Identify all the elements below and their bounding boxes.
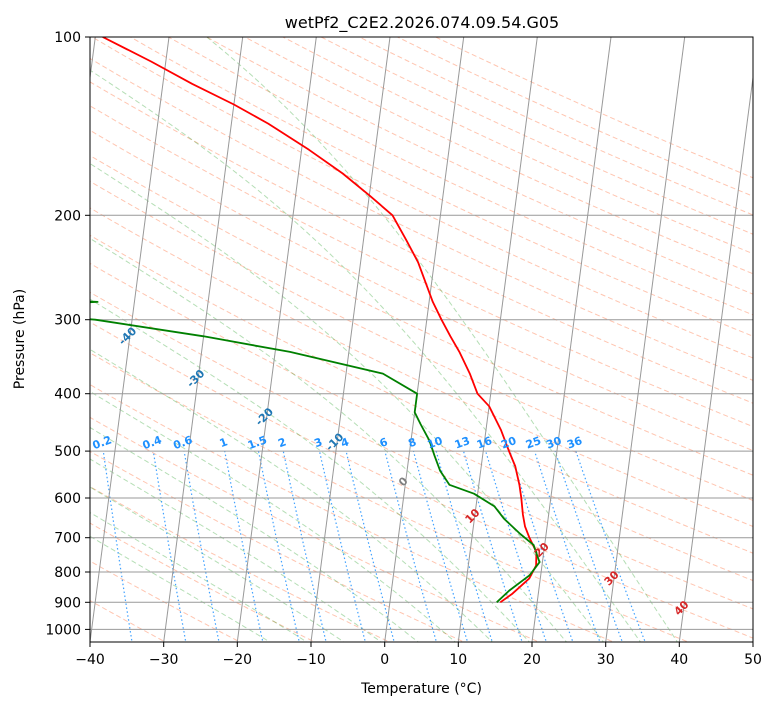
x-tick-label: −40 bbox=[75, 652, 105, 668]
mixing-ratio-line bbox=[554, 450, 624, 642]
dewpoint-line bbox=[90, 300, 541, 603]
isotherm-line bbox=[678, 73, 753, 642]
moist-adiabat bbox=[90, 237, 568, 642]
mixing-ratio-label: 30 bbox=[544, 434, 563, 452]
y-tick-label: 100 bbox=[54, 30, 81, 46]
mixing-ratio-line bbox=[183, 450, 220, 642]
mixing-ratio-label: 20 bbox=[499, 434, 518, 452]
x-tick-label: −30 bbox=[149, 652, 179, 668]
x-tick-label: −20 bbox=[223, 652, 253, 668]
dry-adiabat bbox=[90, 207, 753, 528]
dry-adiabat bbox=[90, 81, 753, 404]
x-tick-label: 10 bbox=[449, 652, 467, 668]
dry-adiabat bbox=[90, 234, 753, 554]
y-tick-label: 800 bbox=[54, 565, 81, 581]
mixing-ratio-line bbox=[534, 450, 601, 642]
dry-adiabat bbox=[90, 105, 753, 428]
dry-adiabat bbox=[90, 57, 753, 381]
mixing-ratio-label: 1 bbox=[218, 435, 230, 450]
axis-ticks: −40 −30 −20 −10 0 10 20 30 40 5010020030040050060… bbox=[45, 30, 762, 668]
background-lines bbox=[90, 37, 753, 642]
moist-adiabat bbox=[90, 348, 494, 642]
y-tick-label: 500 bbox=[54, 444, 81, 460]
y-tick-label: 1000 bbox=[45, 622, 81, 638]
dry-adiabat bbox=[205, 37, 753, 295]
dry-adiabat bbox=[90, 180, 753, 502]
mixing-ratio-label: 4 bbox=[339, 435, 351, 450]
x-tick-label: 30 bbox=[597, 652, 615, 668]
mixing-ratio-label: 36 bbox=[565, 434, 584, 452]
mixing-ratio-label: 2 bbox=[276, 435, 288, 450]
mixing-ratio-line bbox=[318, 450, 366, 642]
mixing-ratio-label: 25 bbox=[524, 434, 543, 451]
mixing-ratio-label: 0.6 bbox=[172, 433, 195, 452]
y-tick-label: 600 bbox=[54, 491, 81, 507]
mixing-ratio-line bbox=[282, 450, 327, 642]
moist-adiabat bbox=[90, 486, 345, 642]
y-tick-label: 700 bbox=[54, 531, 81, 547]
mixing-ratio-label: 0.4 bbox=[141, 433, 164, 452]
mixing-ratio-label: 13 bbox=[453, 434, 472, 451]
y-tick-label: 300 bbox=[54, 313, 81, 329]
moist-adiabat bbox=[90, 162, 605, 642]
mixing-ratio-label: 6 bbox=[378, 435, 390, 450]
x-tick-label: 20 bbox=[523, 652, 541, 668]
x-axis-label: Temperature (°C) bbox=[360, 681, 482, 697]
x-tick-label: 50 bbox=[744, 652, 762, 668]
dry-adiabat bbox=[91, 37, 753, 359]
mixing-ratio-label: 10 bbox=[426, 434, 445, 452]
profile-lines bbox=[90, 37, 541, 604]
mixing-ratio-label: 1.5 bbox=[246, 433, 269, 452]
dry-adiabat bbox=[167, 37, 753, 316]
mixing-ratio-line bbox=[575, 450, 646, 642]
mixing-ratio-line bbox=[435, 450, 493, 642]
x-tick-label: 40 bbox=[670, 652, 688, 668]
mixing-ratio-label: 16 bbox=[475, 434, 494, 452]
dry-adiabat bbox=[129, 37, 753, 337]
x-tick-label: −10 bbox=[296, 652, 326, 668]
y-tick-label: 400 bbox=[54, 387, 81, 403]
mixing-ratio-line bbox=[152, 451, 187, 642]
y-tick-label: 900 bbox=[54, 595, 81, 611]
mixing-ratio-line bbox=[345, 450, 395, 642]
mixing-ratio-line bbox=[384, 450, 438, 642]
y-axis-label: Pressure (hPa) bbox=[12, 289, 28, 389]
isotherm-line bbox=[310, 37, 391, 642]
mixing-ratio-label: 0.2 bbox=[91, 433, 114, 452]
isotherm-line bbox=[457, 37, 538, 642]
dry-adiabat bbox=[90, 262, 753, 582]
moist-adiabat bbox=[90, 426, 419, 642]
isotherm-line bbox=[90, 37, 170, 642]
isotherm-line bbox=[605, 37, 686, 642]
temperature-line bbox=[102, 37, 538, 604]
plot-frame bbox=[89, 36, 754, 643]
mixing-ratio-line bbox=[485, 450, 547, 642]
isotherm-line bbox=[384, 37, 465, 642]
x-tick-label: 0 bbox=[380, 652, 389, 668]
mixing-ratio-line bbox=[509, 450, 574, 642]
isotherm-line bbox=[163, 37, 244, 642]
mixing-ratio-label: 8 bbox=[406, 435, 418, 450]
dry-adiabat bbox=[90, 416, 541, 642]
isotherm-line bbox=[236, 37, 317, 642]
y-tick-label: 200 bbox=[54, 208, 81, 224]
mixing-ratio-label: 3 bbox=[312, 435, 324, 450]
chart-title: wetPf2_C2E2.2026.074.09.54.G05 bbox=[285, 13, 559, 33]
mixing-ratio-line bbox=[257, 450, 300, 642]
isotherm-line bbox=[531, 37, 612, 642]
